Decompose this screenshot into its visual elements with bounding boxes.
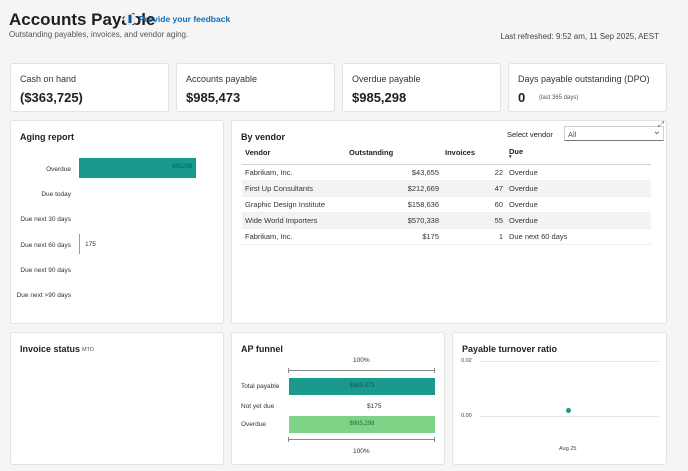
column-header-due[interactable]: Due ▾ bbox=[506, 145, 651, 165]
kpi-value: $985,473 bbox=[186, 90, 241, 105]
vendor-table: Vendor Outstanding Invoices Due ▾ Fabrika… bbox=[242, 145, 651, 245]
cell-invoices: 55 bbox=[442, 212, 506, 229]
card-title: Invoice status bbox=[20, 344, 81, 354]
aging-bar-overdue[interactable]: 985298 bbox=[79, 158, 196, 178]
cell-outstanding: $212,669 bbox=[346, 180, 442, 197]
kpi-cash-on-hand: Cash on hand ($363,725) bbox=[10, 63, 169, 112]
kpi-label: Cash on hand bbox=[20, 74, 77, 84]
table-row[interactable]: Graphic Design Institute $158,636 60 Ove… bbox=[242, 196, 651, 213]
funnel-bottom-line bbox=[288, 439, 435, 440]
kpi-value: 0 bbox=[518, 90, 526, 105]
cell-invoices: 47 bbox=[442, 180, 506, 197]
funnel-value-not-yet-due: $175 bbox=[367, 403, 382, 410]
cell-outstanding: $175 bbox=[346, 228, 442, 245]
kpi-dpo: Days payable outstanding (DPO) 0 (last 3… bbox=[508, 63, 667, 112]
provide-feedback-link[interactable]: Provide your feedback bbox=[139, 14, 231, 24]
funnel-tick bbox=[434, 437, 435, 442]
kpi-note: (last 365 days) bbox=[539, 95, 579, 101]
kpi-accounts-payable: Accounts payable $985,473 bbox=[176, 63, 335, 112]
kpi-label: Days payable outstanding (DPO) bbox=[518, 74, 650, 84]
cell-outstanding: $570,338 bbox=[346, 212, 442, 229]
cell-due: Overdue bbox=[506, 180, 651, 197]
funnel-bar-value: $985,298 bbox=[349, 421, 375, 427]
kpi-overdue-payable: Overdue payable $985,298 bbox=[342, 63, 501, 112]
gridline bbox=[479, 361, 659, 362]
funnel-bottom-percent: 100% bbox=[353, 448, 370, 455]
column-header-due-label: Due bbox=[509, 147, 524, 156]
funnel-label-not-yet-due: Not yet due bbox=[241, 403, 275, 410]
funnel-top-line bbox=[288, 370, 435, 371]
card-title: AP funnel bbox=[241, 344, 283, 354]
by-vendor-card: By vendor Select vendor All ⌄ ⤢ Vendor O… bbox=[231, 120, 667, 324]
funnel-tick bbox=[434, 368, 435, 373]
cell-invoices: 22 bbox=[442, 164, 506, 181]
cell-due: Due next 60 days bbox=[506, 228, 651, 245]
kpi-value: ($363,725) bbox=[20, 90, 83, 105]
cell-outstanding: $43,655 bbox=[346, 164, 442, 181]
vendor-select-value: All bbox=[568, 130, 577, 139]
card-title: Aging report bbox=[20, 132, 74, 142]
table-row[interactable]: Fabrikam, Inc. $175 1 Due next 60 days bbox=[242, 228, 651, 245]
page-subtitle: Outstanding payables, invoices, and vend… bbox=[9, 30, 189, 39]
cell-vendor: Wide World Importers bbox=[242, 212, 346, 229]
funnel-bar-overdue[interactable]: $985,298 bbox=[289, 416, 435, 433]
x-tick-label: Aug 25 bbox=[559, 446, 577, 452]
sort-caret-icon: ▾ bbox=[509, 154, 512, 160]
funnel-tick bbox=[288, 437, 289, 442]
aging-label-due-30: Due next 30 days bbox=[20, 216, 71, 223]
cell-invoices: 60 bbox=[442, 196, 506, 213]
gridline bbox=[479, 416, 659, 417]
select-vendor-label: Select vendor bbox=[507, 130, 553, 139]
cell-due: Overdue bbox=[506, 212, 651, 229]
cell-vendor: First Up Consultants bbox=[242, 180, 346, 197]
kpi-label: Accounts payable bbox=[186, 74, 258, 84]
ap-funnel-card: AP funnel 100% Total payable $985,473 No… bbox=[231, 332, 445, 465]
table-row[interactable]: Fabrikam, Inc. $43,655 22 Overdue bbox=[242, 164, 651, 181]
cell-vendor: Fabrikam, Inc. bbox=[242, 164, 346, 181]
chevron-down-icon: ⌄ bbox=[652, 126, 661, 137]
cell-due: Overdue bbox=[506, 164, 651, 181]
vendor-select[interactable]: All ⌄ bbox=[564, 126, 664, 141]
y-tick-label: 0.00 bbox=[461, 413, 472, 419]
cell-vendor: Fabrikam, Inc. bbox=[242, 228, 346, 245]
page-title: Accounts Payable bbox=[9, 10, 156, 29]
kpi-value: $985,298 bbox=[352, 90, 407, 105]
funnel-top-percent: 100% bbox=[353, 357, 370, 364]
feedback-icon[interactable]: ❚ bbox=[124, 13, 136, 25]
aging-value-due-60: 175 bbox=[85, 241, 96, 248]
aging-label-due-today: Due today bbox=[41, 191, 71, 198]
cell-outstanding: $158,636 bbox=[346, 196, 442, 213]
aging-label-due-60: Due next 60 days bbox=[20, 242, 71, 249]
funnel-tick bbox=[288, 368, 289, 373]
last-refreshed: Last refreshed: 9:52 am, 11 Sep 2025, AE… bbox=[500, 32, 659, 41]
card-title: By vendor bbox=[241, 132, 286, 142]
aging-bar-due-60[interactable] bbox=[79, 234, 80, 254]
invoice-status-card: Invoice status MTD bbox=[10, 332, 224, 465]
turnover-data-point[interactable] bbox=[566, 407, 571, 413]
table-row[interactable]: Wide World Importers $570,338 55 Overdue bbox=[242, 212, 651, 229]
cell-vendor: Graphic Design Institute bbox=[242, 196, 346, 213]
column-header-vendor[interactable]: Vendor bbox=[242, 145, 346, 165]
aging-label-due-90: Due next 90 days bbox=[20, 267, 71, 274]
aging-label-overdue: Overdue bbox=[46, 166, 71, 173]
y-tick-label: 0.02 bbox=[461, 358, 472, 364]
aging-label-due-90-plus: Due next >90 days bbox=[16, 292, 71, 299]
aging-report-card: Aging report Overdue 985298 Due today Du… bbox=[10, 120, 224, 324]
cell-invoices: 1 bbox=[442, 228, 506, 245]
period-badge: MTD bbox=[82, 347, 94, 353]
cell-due: Overdue bbox=[506, 196, 651, 213]
expand-icon[interactable]: ⤢ bbox=[657, 120, 664, 129]
payable-turnover-card: Payable turnover ratio 0.02 0.00 Aug 25 bbox=[452, 332, 667, 465]
aging-bar-value: 985298 bbox=[171, 164, 192, 170]
funnel-bar-total[interactable]: $985,473 bbox=[289, 378, 435, 395]
card-title: Payable turnover ratio bbox=[462, 344, 558, 354]
funnel-label-overdue: Overdue bbox=[241, 421, 266, 428]
funnel-label-total: Total payable bbox=[241, 383, 280, 390]
table-row[interactable]: First Up Consultants $212,669 47 Overdue bbox=[242, 180, 651, 197]
column-header-invoices[interactable]: Invoices bbox=[442, 145, 506, 165]
kpi-label: Overdue payable bbox=[352, 74, 421, 84]
column-header-outstanding[interactable]: Outstanding bbox=[346, 145, 442, 165]
funnel-bar-value: $985,473 bbox=[349, 383, 375, 389]
